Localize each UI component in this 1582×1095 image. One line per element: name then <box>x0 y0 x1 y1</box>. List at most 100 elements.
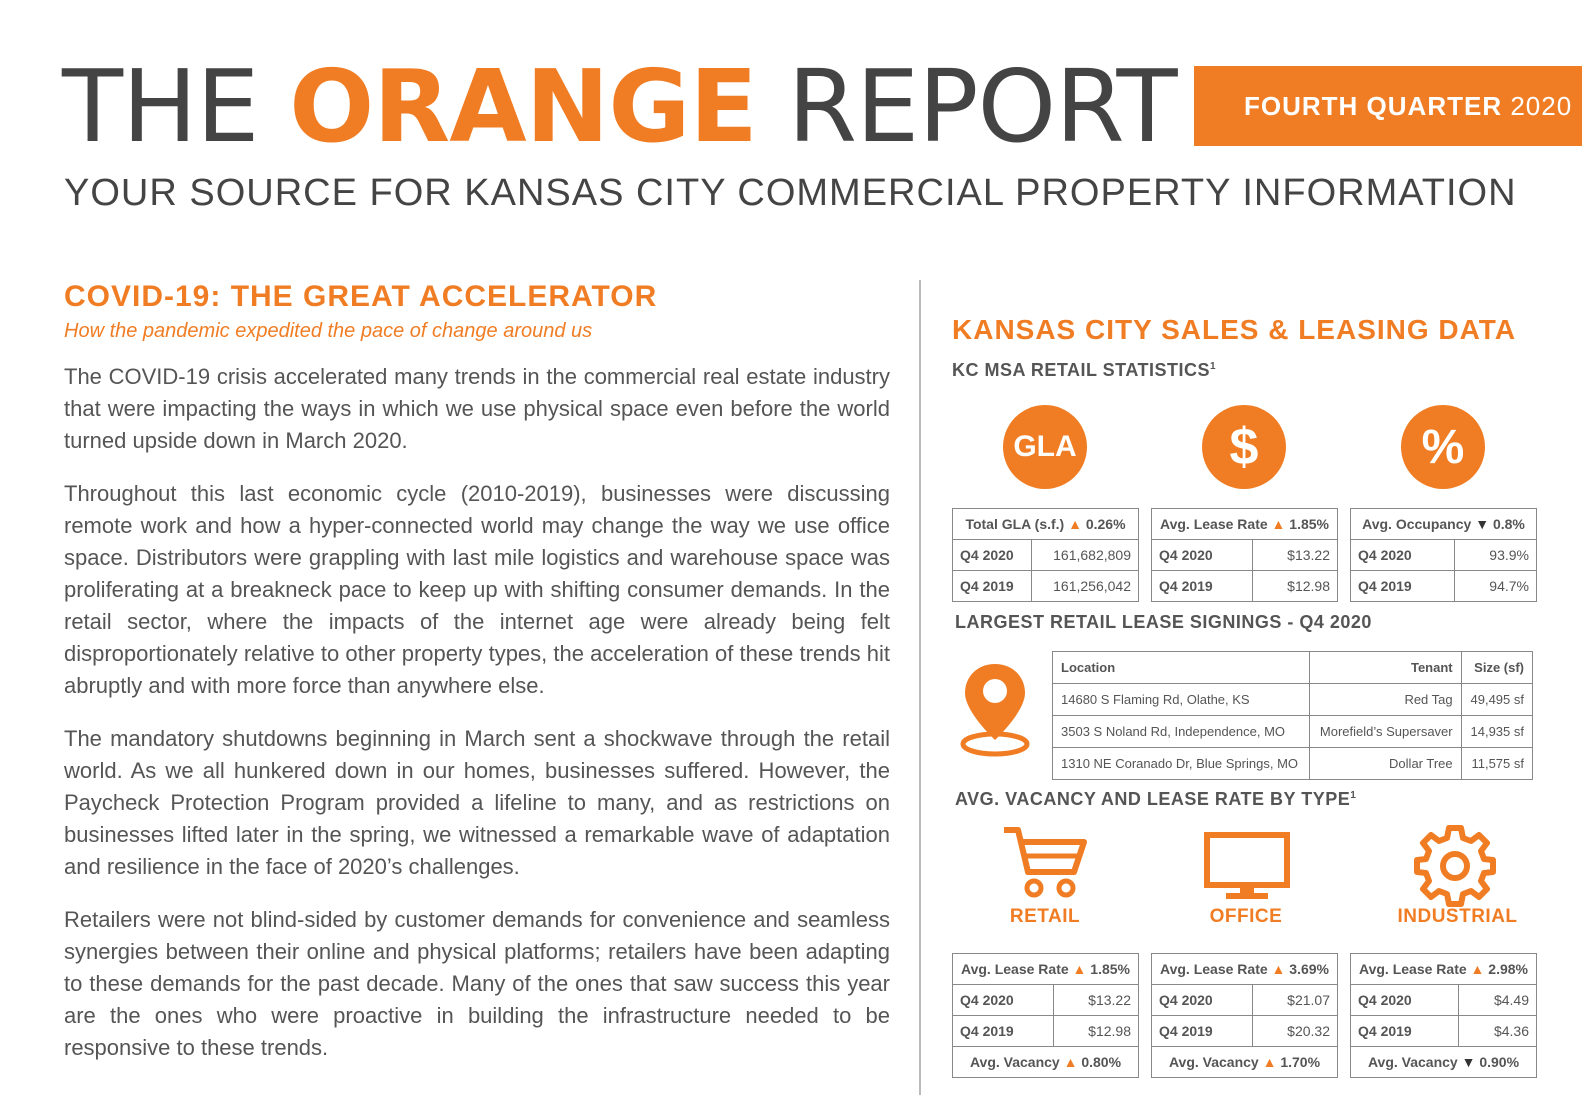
stat-header: Avg. Lease Rate ▲ 1.85% <box>952 953 1139 985</box>
dollar-icon-label: $ <box>1229 418 1259 476</box>
stat-table-occupancy: Avg. Occupancy ▼ 0.8% Q4 2020 93.9% Q4 20… <box>1350 508 1538 602</box>
arrow-up-icon: ▲ <box>1470 961 1485 977</box>
stat-header: Avg. Lease Rate ▲ 1.85% <box>1151 508 1338 540</box>
cell-location: 3503 S Noland Rd, Independence, MO <box>1051 715 1311 748</box>
arrow-up-icon: ▲ <box>1072 961 1087 977</box>
gla-icon-label: GLA <box>1013 430 1077 463</box>
stat-header-label: Avg. Lease Rate <box>1160 961 1268 977</box>
type-label-industrial: INDUSTRIAL <box>1397 906 1518 927</box>
stat-change: 0.90% <box>1479 1054 1520 1070</box>
row-value: 161,682,809 <box>1031 539 1139 571</box>
type-table-office: Avg. Lease Rate ▲ 3.69% Q4 2020 $21.07 Q4… <box>1151 953 1338 1078</box>
location-pin-icon <box>960 664 1030 757</box>
stat-header-label: Avg. Lease Rate <box>961 961 1069 977</box>
row-label: Q4 2020 <box>1350 539 1455 571</box>
row-value: $12.98 <box>1252 570 1338 602</box>
cell-tenant: Morefield’s Supersaver <box>1309 715 1462 748</box>
stat-change: 0.80% <box>1081 1054 1122 1070</box>
stat-header-label: Avg. Occupancy <box>1362 516 1472 532</box>
stat-header: Avg. Lease Rate ▲ 3.69% <box>1151 953 1338 985</box>
arrow-down-icon: ▼ <box>1461 1054 1476 1070</box>
report-title: THE ORANGE REPORT <box>62 52 1178 162</box>
title-word-orange: ORANGE <box>289 48 757 165</box>
row-value: 93.9% <box>1453 539 1538 571</box>
stat-header-label: Avg. Vacancy <box>969 1054 1060 1070</box>
row-label: Q4 2019 <box>1151 1015 1253 1047</box>
stat-change: 2.98% <box>1488 961 1528 977</box>
stat-change: 1.85% <box>1289 516 1329 532</box>
arrow-up-icon: ▲ <box>1068 516 1082 532</box>
type-table-retail: Avg. Lease Rate ▲ 1.85% Q4 2020 $13.22 Q4… <box>952 953 1139 1078</box>
stat-header: Avg. Occupancy ▼ 0.8% <box>1350 508 1537 540</box>
percent-icon-label: % <box>1421 420 1465 474</box>
stat-change: 3.69% <box>1289 961 1329 977</box>
cell-location: 14680 S Flaming Rd, Olathe, KS <box>1051 683 1311 716</box>
article-paragraph: The mandatory shutdowns beginning in Mar… <box>64 726 890 879</box>
row-value: $12.98 <box>1053 1015 1139 1047</box>
footnote-marker: 1 <box>1350 790 1357 801</box>
retail-stats-heading-text: KC MSA RETAIL STATISTICS <box>952 360 1210 380</box>
table-row: 3503 S Noland Rd, Independence, MO Moref… <box>1051 715 1534 748</box>
row-value: $13.22 <box>1252 539 1338 571</box>
gla-icon: GLA <box>1003 405 1087 489</box>
type-label-office: OFFICE <box>1209 906 1283 927</box>
row-label: Q4 2020 <box>1350 984 1459 1016</box>
dollar-icon: $ <box>1202 405 1286 489</box>
stat-table-gla: Total GLA (s.f.) ▲ 0.26% Q4 2020 161,682,… <box>951 508 1139 602</box>
table-row: 14680 S Flaming Rd, Olathe, KS Red Tag 4… <box>1051 683 1534 716</box>
stat-header-label: Total GLA (s.f.) <box>965 516 1065 532</box>
stat-header: Avg. Lease Rate ▲ 2.98% <box>1350 953 1537 985</box>
column-divider <box>919 280 921 1095</box>
row-value: $20.32 <box>1252 1015 1338 1047</box>
stat-header: Avg. Vacancy ▲ 1.70% <box>1151 1046 1338 1078</box>
stat-header: Avg. Vacancy ▼ 0.90% <box>1350 1046 1537 1078</box>
stat-header-label: Avg. Vacancy <box>1367 1054 1458 1070</box>
title-word-the: THE <box>62 48 259 165</box>
arrow-down-icon: ▼ <box>1475 516 1490 532</box>
row-label: Q4 2020 <box>951 539 1033 571</box>
cell-size: 11,575 sf <box>1460 747 1534 780</box>
retail-stats-heading: KC MSA RETAIL STATISTICS1 <box>952 360 1216 381</box>
stat-change: 0.8% <box>1492 516 1525 532</box>
stat-change: 1.85% <box>1090 961 1130 977</box>
row-label: Q4 2019 <box>952 1015 1054 1047</box>
cell-size: 14,935 sf <box>1460 715 1534 748</box>
quarter-label: FOURTH QUARTER <box>1244 91 1503 121</box>
arrow-up-icon: ▲ <box>1063 1054 1078 1070</box>
monitor-icon <box>1204 832 1290 899</box>
stat-table-lease-rate: Avg. Lease Rate ▲ 1.85% Q4 2020 $13.22 Q4… <box>1151 508 1338 602</box>
table-row: 1310 NE Coranado Dr, Blue Springs, MO Do… <box>1051 747 1534 780</box>
row-label: Q4 2020 <box>1151 984 1253 1016</box>
cell-tenant: Dollar Tree <box>1309 747 1462 780</box>
col-tenant: Tenant <box>1309 651 1462 684</box>
row-label: Q4 2019 <box>1151 570 1253 602</box>
percent-icon: % <box>1401 405 1485 489</box>
row-label: Q4 2019 <box>1350 1015 1459 1047</box>
stat-header: Total GLA (s.f.) ▲ 0.26% <box>952 508 1139 540</box>
stat-change: 1.70% <box>1280 1054 1321 1070</box>
row-label: Q4 2019 <box>1350 570 1455 602</box>
arrow-up-icon: ▲ <box>1271 516 1286 532</box>
title-word-report: REPORT <box>787 48 1178 165</box>
stat-header: Avg. Vacancy ▲ 0.80% <box>952 1046 1139 1078</box>
sidebar-title: KANSAS CITY SALES & LEASING DATA <box>952 314 1517 345</box>
stat-header-label: Avg. Lease Rate <box>1160 516 1268 532</box>
article: COVID-19: THE GREAT ACCELERATOR How the … <box>64 280 890 1085</box>
row-label: Q4 2019 <box>951 570 1033 602</box>
stat-header-label: Avg. Vacancy <box>1168 1054 1259 1070</box>
tagline: YOUR SOURCE FOR KANSAS CITY COMMERCIAL P… <box>64 172 1517 214</box>
arrow-up-icon: ▲ <box>1262 1054 1277 1070</box>
row-label: Q4 2020 <box>1151 539 1253 571</box>
vacancy-heading: AVG. VACANCY AND LEASE RATE BY TYPE1 <box>955 789 1356 810</box>
row-value: $13.22 <box>1053 984 1139 1016</box>
article-subtitle: How the pandemic expedited the pace of c… <box>64 320 593 342</box>
shopping-cart-icon <box>1004 827 1087 898</box>
article-paragraph: The COVID-19 crisis accelerated many tre… <box>64 364 890 453</box>
col-location: Location <box>1051 651 1311 684</box>
quarter-year: 2020 <box>1510 91 1573 121</box>
cell-location: 1310 NE Coranado Dr, Blue Springs, MO <box>1051 747 1311 780</box>
stat-header-label: Avg. Lease Rate <box>1359 961 1467 977</box>
type-table-industrial: Avg. Lease Rate ▲ 2.98% Q4 2020 $4.49 Q4 … <box>1350 953 1538 1078</box>
article-paragraph: Retailers were not blind-sided by custom… <box>64 907 890 1060</box>
row-value: 94.7% <box>1453 570 1538 602</box>
